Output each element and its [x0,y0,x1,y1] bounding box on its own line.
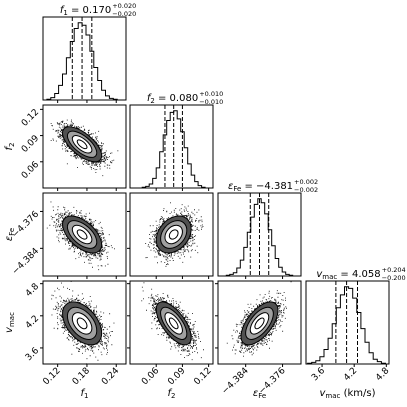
y-axis-label-vmac: vmac [4,312,16,333]
title-subscript: Fe [233,185,241,193]
title-symbol: f [60,5,65,16]
x-axis-label-eps: εFe [253,388,266,400]
label-subscript: 2 [8,143,16,147]
scatter-panel-f1-eps [42,192,127,277]
panel-frame [42,16,127,101]
y-tick-label-vmac: 4.8 [24,282,41,299]
scatter-panel-eps-vmac [217,280,302,365]
title-symbol: f [147,93,152,104]
panel-frame [42,104,127,189]
scatter-content [141,282,204,361]
scatter-content [51,281,115,364]
y-tick-label-vmac: 3.6 [24,346,41,363]
label-subscript: 2 [171,392,175,400]
panel-title-vmac: vmac = 4.058 [316,269,380,281]
x-tick-label-f1: 0.18 [71,366,92,387]
title-value: = 0.080 [155,93,198,104]
title-value: = −4.381 [241,181,293,192]
scatter-panel-f1-vmac [42,280,127,365]
scatter-panel-f2-vmac [129,280,214,365]
histogram-panel-vmac: vmac = 4.058 +0.204−0.200 [305,266,406,365]
panel-frame [129,192,214,277]
density-contour-0 [76,139,88,150]
scatter-content [46,201,115,271]
x-tick-label-vmac: 4.2 [342,366,359,383]
histogram-step-eps [225,198,294,276]
histogram-step-vmac [307,286,386,364]
title-minus-error: −0.020 [112,10,136,18]
label-symbol: f [168,388,173,399]
scatter-panel-f2-eps [129,192,214,277]
y-tick-label-vmac: 4.2 [24,314,41,331]
panel-title-eps: εFe = −4.381 [228,181,293,193]
label-symbol: f [81,388,86,399]
scatter-panel-f1-f2 [42,104,127,189]
y-axis-label-f2: f2 [4,143,16,151]
label-subscript: Fe [258,392,266,400]
x-tick-label-vmac: 4.8 [374,366,391,383]
title-plus-error: +0.020 [112,2,136,10]
y-tick-label-f2: 0.12 [20,107,41,128]
scatter-content [145,202,204,267]
panel-frame [129,280,214,365]
y-tick-label-f2: 0.09 [20,133,41,154]
x-axis-label-f1: f1 [81,388,89,400]
label-subscript: mac [8,312,16,327]
title-symbol: ε [228,181,234,192]
label-symbol: ε [4,235,15,241]
panel-frame [42,280,127,365]
panel-title-f1: f1 = 0.170 [60,5,111,17]
title-minus-error: −0.200 [382,274,406,282]
x-tick-label-f2: 0.09 [166,366,187,387]
y-axis-label-eps: εFe [4,228,16,241]
x-tick-label-f1: 0.24 [100,366,121,387]
title-subscript: 2 [150,97,154,105]
label-symbol: f [4,146,15,151]
x-tick-label-vmac: 3.6 [310,366,327,383]
title-subscript: 1 [63,9,67,17]
label-symbol: v [4,326,15,333]
panel-title-f2: f2 = 0.080 [147,93,198,105]
label-symbol: ε [253,388,259,399]
density-contour-0 [76,229,88,240]
histogram-panel-f1: f1 = 0.170 +0.020−0.020 [42,2,136,101]
y-tick-label-f2: 0.06 [20,160,41,181]
label-unit: (km/s) [340,388,375,399]
panel-frame [42,192,127,277]
panel-frame [129,104,214,189]
title-value: = 0.170 [68,5,111,16]
title-plus-error: +0.204 [382,266,406,274]
title-value: = 4.058 [337,269,380,280]
density-contour-0 [76,317,88,330]
label-subscript: mac [325,392,340,400]
label-symbol: v [320,388,327,399]
density-contour-0 [168,317,179,330]
x-tick-label-f2: 0.06 [140,366,161,387]
x-axis-label-f2: f2 [168,388,176,400]
title-plus-error: +0.010 [199,90,223,98]
scatter-content [43,118,119,177]
label-subscript: Fe [8,228,16,236]
density-contour-0 [168,229,179,240]
title-plus-error: +0.002 [294,178,318,186]
panel-frame [217,280,302,365]
title-subscript: mac [322,273,337,281]
y-tick-label-eps: −4.384 [10,246,41,277]
panel-frame [305,280,390,365]
x-tick-label-f1: 0.12 [41,366,62,387]
title-symbol: v [316,269,323,280]
title-minus-error: −0.010 [199,98,223,106]
histogram-panel-f2: f2 = 0.080 +0.010−0.010 [129,90,223,189]
panel-frame [217,192,302,277]
density-contour-0 [254,317,265,330]
scatter-content [226,281,292,357]
histogram-panel-eps: εFe = −4.381 +0.002−0.002 [217,178,318,277]
x-axis-label-vmac: vmac (km/s) [320,388,376,400]
label-subscript: 1 [84,392,88,400]
x-tick-label-f2: 0.12 [192,366,213,387]
title-minus-error: −0.002 [294,186,318,194]
x-tick-label-eps: −4.384 [220,366,251,397]
